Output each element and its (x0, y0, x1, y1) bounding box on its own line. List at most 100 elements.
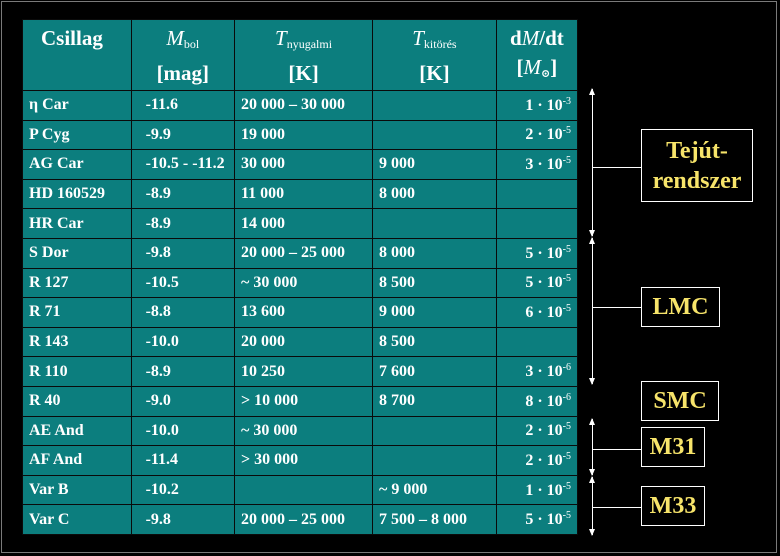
cell-mass-loss: 8 · 10-6 (495, 385, 579, 417)
cell-mbol: -10.0 (130, 415, 236, 447)
table-row: P Cyg -9.9 19 000 2 · 10-5 (22, 119, 579, 151)
mass-loss-exponent: -6 (562, 362, 571, 374)
cell-mass-loss: 3 · 10-6 (495, 356, 579, 387)
cell-t-outburst: 8 700 (372, 385, 497, 417)
mass-loss-exponent: -5 (562, 154, 571, 166)
mass-loss-mantissa: 5 · 10 (525, 274, 563, 292)
m31-connector (593, 449, 641, 450)
mass-loss-exponent: -3 (562, 95, 571, 107)
cell-mbol: -8.9 (130, 356, 236, 387)
cell-t-outburst: 8 000 (372, 178, 497, 210)
table-row: HR Car -8.9 14 000 (22, 208, 579, 239)
cell-star-name: R 127 (22, 267, 132, 299)
table-row: AG Car -10.5 - -11.2 30 000 9 000 3 · 10-5 (22, 149, 579, 180)
cell-t-quiescent: 14 000 (234, 208, 374, 239)
table-row: η Car -11.6 20 000 – 30 000 1 · 10-3 (22, 90, 579, 121)
cell-mbol: -9.8 (130, 237, 236, 269)
table-row: Var C -9.8 20 000 – 25 000 7 500 – 8 000 5 ·… (22, 504, 579, 535)
m33-label: M33 (641, 486, 705, 526)
cell-t-quiescent: 20 000 (234, 326, 374, 358)
mass-loss-mantissa: 3 · 10 (525, 363, 563, 381)
cell-mass-loss (495, 326, 579, 358)
mass-loss-exponent: -5 (562, 273, 571, 285)
header-mass-loss: dM/dt [M⊙] (495, 19, 579, 91)
cell-star-name: AE And (22, 415, 132, 447)
cell-t-quiescent: 20 000 – 25 000 (234, 237, 374, 269)
cell-t-quiescent: 10 250 (234, 356, 374, 387)
cell-mbol: -11.4 (130, 445, 236, 476)
mass-loss-mantissa: 2 · 10 (525, 451, 563, 469)
cell-t-outburst: 9 000 (372, 149, 497, 180)
cell-t-quiescent: 11 000 (234, 178, 374, 210)
cell-t-quiescent: > 30 000 (234, 445, 374, 476)
table-row: S Dor -9.8 20 000 – 25 000 8 000 5 · 10-5 (22, 237, 579, 269)
table-row: AE And -10.0 ~ 30 000 2 · 10-5 (22, 415, 579, 447)
mass-loss-mantissa: 8 · 10 (525, 392, 563, 410)
m31-label: M31 (641, 427, 705, 467)
mass-loss-mantissa: 1 · 10 (525, 96, 563, 114)
milky-way-connector (593, 167, 641, 168)
cell-t-outburst (372, 119, 497, 151)
cell-star-name: AG Car (22, 149, 132, 180)
m31-bracket-arrow (589, 418, 595, 476)
cell-t-outburst (372, 90, 497, 121)
cell-star-name: Var B (22, 474, 132, 506)
cell-mbol: -11.6 (130, 90, 236, 121)
mass-loss-exponent: -5 (562, 480, 571, 492)
mass-loss-mantissa: 5 · 10 (525, 244, 563, 262)
cell-mass-loss: 2 · 10-5 (495, 119, 579, 151)
cell-star-name: R 71 (22, 297, 132, 328)
mass-loss-mantissa: 2 · 10 (525, 422, 563, 440)
cell-mbol: -9.9 (130, 119, 236, 151)
cell-mass-loss: 2 · 10-5 (495, 415, 579, 447)
cell-t-outburst: ~ 9 000 (372, 474, 497, 506)
cell-t-quiescent: 20 000 – 30 000 (234, 90, 374, 121)
cell-star-name: η Car (22, 90, 132, 121)
mass-loss-exponent: -6 (562, 391, 571, 403)
cell-mbol: -10.0 (130, 326, 236, 358)
cell-mass-loss: 5 · 10-5 (495, 267, 579, 299)
milky-way-bracket-arrow (589, 88, 595, 237)
cell-t-quiescent: ~ 30 000 (234, 267, 374, 299)
table-row: R 127 -10.5 ~ 30 000 8 500 5 · 10-5 (22, 267, 579, 299)
cell-star-name: R 40 (22, 385, 132, 417)
cell-t-quiescent: 20 000 – 25 000 (234, 504, 374, 535)
mass-loss-exponent: -5 (562, 302, 571, 314)
table-row: HD 160529 -8.9 11 000 8 000 (22, 178, 579, 210)
cell-mbol: -8.9 (130, 178, 236, 210)
cell-t-quiescent: 19 000 (234, 119, 374, 151)
header-star: Csillag (22, 19, 132, 91)
header-mbol: Mbol [mag] (130, 19, 236, 91)
cell-mass-loss: 3 · 10-5 (495, 149, 579, 180)
table-body: η Car -11.6 20 000 – 30 000 1 · 10-3 P Cyg -9… (22, 90, 579, 535)
cell-mass-loss: 2 · 10-5 (495, 445, 579, 476)
cell-t-outburst: 7 500 – 8 000 (372, 504, 497, 535)
cell-mbol: -8.8 (130, 297, 236, 328)
m33-connector (593, 507, 641, 508)
cell-mbol: -10.5 - -11.2 (130, 149, 236, 180)
lmc-bracket-arrow (589, 237, 595, 385)
cell-t-outburst: 7 600 (372, 356, 497, 387)
cell-t-outburst: 9 000 (372, 297, 497, 328)
milky-way-label: Tejút-rendszer (641, 129, 753, 202)
mass-loss-exponent: -5 (562, 450, 571, 462)
mass-loss-mantissa: 1 · 10 (525, 481, 563, 499)
mass-loss-exponent: -5 (562, 421, 571, 433)
cell-star-name: HD 160529 (22, 178, 132, 210)
cell-star-name: AF And (22, 445, 132, 476)
m33-bracket-arrow (589, 476, 595, 536)
mass-loss-mantissa: 5 · 10 (525, 511, 563, 529)
cell-mbol: -9.0 (130, 385, 236, 417)
lmc-connector (593, 307, 641, 308)
cell-t-outburst: 8 500 (372, 326, 497, 358)
cell-mbol: -9.8 (130, 504, 236, 535)
cell-star-name: R 143 (22, 326, 132, 358)
cell-t-outburst: 8 000 (372, 237, 497, 269)
table-row: R 110 -8.9 10 250 7 600 3 · 10-6 (22, 356, 579, 387)
cell-t-quiescent: 30 000 (234, 149, 374, 180)
cell-t-outburst (372, 445, 497, 476)
cell-mass-loss: 5 · 10-5 (495, 504, 579, 535)
table-row: R 71 -8.8 13 600 9 000 6 · 10-5 (22, 297, 579, 328)
mass-loss-exponent: -5 (562, 510, 571, 522)
